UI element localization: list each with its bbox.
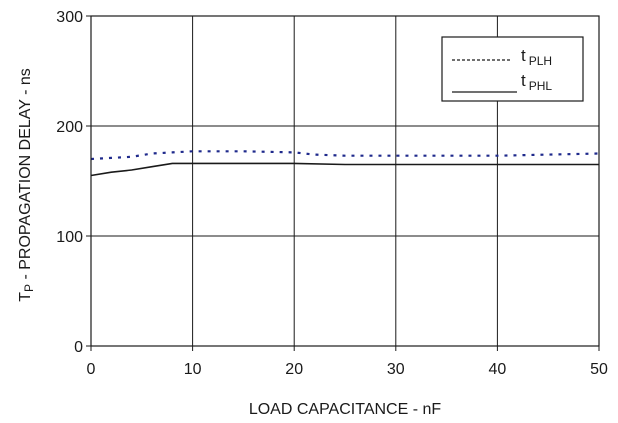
x-tick-label-10: 10: [184, 361, 202, 378]
x-axis-label: LOAD CAPACITANCE - nF: [249, 401, 442, 418]
y-axis-label-rest: - PROPAGATION DELAY - ns: [17, 68, 34, 284]
series-lines: [90, 150, 600, 177]
y-tick-label-0: 0: [74, 339, 83, 356]
y-tick-label-100: 100: [56, 229, 83, 246]
legend-box: [441, 36, 584, 102]
legend: t PLH t PHL: [441, 36, 584, 102]
axis-ticks: 0 10 20 30 40 50 0 100 200 300: [56, 9, 608, 378]
x-tick-label-0: 0: [87, 361, 96, 378]
y-axis-label: TP - PROPAGATION DELAY - ns: [17, 68, 36, 302]
y-tick-label-200: 200: [56, 119, 83, 136]
plot-frame: [90, 15, 600, 347]
y-tick-label-300: 300: [56, 9, 83, 26]
y-axis-label-sub: P: [22, 284, 36, 292]
y-axis-label-main: T: [17, 292, 34, 302]
x-tick-label-20: 20: [285, 361, 303, 378]
legend-label-plh: t PLH: [521, 46, 552, 68]
series-line-plh: [90, 150, 600, 161]
series-line-phl: [90, 162, 599, 177]
legend-label-phl: t PHL: [521, 71, 552, 93]
x-tick-label-30: 30: [387, 361, 405, 378]
x-tick-label-50: 50: [590, 361, 608, 378]
x-tick-label-40: 40: [489, 361, 507, 378]
